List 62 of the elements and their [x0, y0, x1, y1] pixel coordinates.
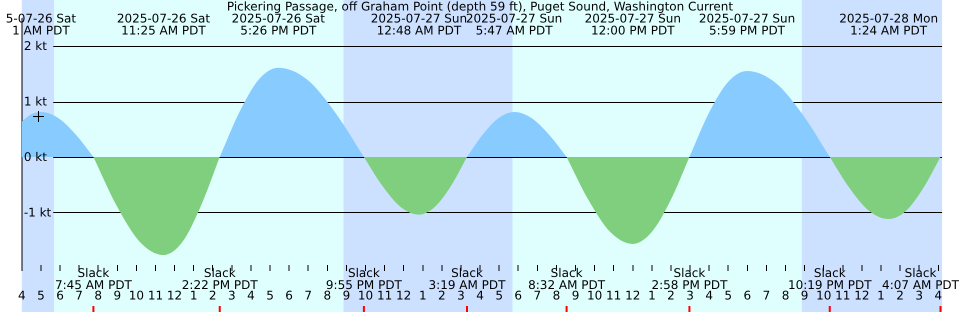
x-tick-label: 12: [625, 288, 640, 302]
x-tick-label: 2: [667, 288, 675, 302]
x-tick-label: 6: [285, 288, 293, 302]
x-tick-label: 2: [438, 288, 446, 302]
y-tick-label: 0 kt: [24, 150, 48, 164]
annotation: 2025-07-27 Sun 5:59 PM PDT: [698, 12, 796, 38]
x-tick-label: 10: [816, 288, 832, 302]
x-tick-label: 5: [266, 288, 274, 302]
x-tick-label: 8: [94, 288, 102, 302]
x-tick-label: 4: [247, 288, 255, 302]
annotation: 2025-07-26 Sat 5:26 PM PDT: [232, 12, 326, 38]
x-tick-label: 1: [190, 288, 198, 302]
x-tick-label: 10: [358, 288, 374, 302]
x-tick-label: 11: [376, 288, 392, 302]
x-tick-label: 3: [686, 288, 694, 302]
x-tick-label: 7: [75, 288, 83, 302]
x-tick-label: 7: [534, 288, 542, 302]
x-tick-label: 9: [113, 288, 122, 302]
y-tick-label: 1 kt: [24, 94, 48, 109]
x-tick-label: 5: [724, 288, 732, 302]
x-tick-label: 2: [896, 288, 904, 302]
x-tick-label: 9: [342, 288, 350, 302]
x-tick-label: 11: [835, 288, 850, 302]
x-tick-label: 3: [457, 288, 465, 302]
x-tick-label: 4: [934, 288, 942, 302]
y-tick-label: -1 kt: [24, 205, 52, 220]
x-tick-label: 1: [877, 288, 885, 302]
x-tick-label: 5: [37, 288, 45, 302]
x-tick-label: 3: [915, 288, 923, 302]
x-tick-label: 3: [228, 288, 236, 302]
x-tick-label: 10: [128, 288, 144, 302]
x-tick-label: 1: [648, 288, 656, 302]
annotation: 2025-07-28 Mon 1:24 AM PDT: [839, 12, 938, 38]
x-tick-label: 5: [495, 288, 503, 302]
annotation: 2025-07-27 Sun 5:47 AM PDT: [466, 12, 562, 38]
x-tick-label: 4: [18, 288, 26, 302]
x-tick-label: 8: [782, 288, 790, 302]
x-tick-label: 8: [323, 288, 332, 302]
annotation: 2025-07-26 Sat 11:25 AM PDT: [116, 12, 210, 38]
x-tick-label: 7: [762, 288, 770, 302]
x-tick-label: 11: [148, 288, 164, 302]
x-tick-label: 6: [744, 288, 752, 302]
x-tick-label: 11: [606, 288, 622, 302]
annotation: 2025-07-27 Sun 12:00 PM PDT: [584, 12, 681, 38]
chart-title: Pickering Passage, off Graham Point (depth 59 ft), Puget Sound, Washington Current: [226, 0, 734, 14]
x-tick-label: 12: [166, 288, 182, 302]
x-tick-label: 4: [476, 288, 484, 302]
x-tick-label: 6: [514, 288, 522, 302]
x-tick-label: 12: [854, 288, 870, 302]
x-tick-label: 7: [304, 288, 312, 302]
x-tick-label: 4: [705, 288, 713, 302]
x-tick-label: 9: [572, 288, 580, 302]
x-tick-label: 9: [800, 288, 808, 302]
x-tick-label: 2: [208, 288, 217, 302]
x-tick-label: 1: [418, 288, 427, 302]
x-tick-label: 10: [586, 288, 602, 302]
y-tick-label: 2 kt: [24, 39, 48, 54]
annotation: 5-07-26 Sat 1 AM PDT: [6, 12, 76, 38]
annotation: 2025-07-27 Sun 12:48 AM PDT: [370, 12, 468, 38]
x-tick-label: 6: [56, 288, 64, 302]
x-tick-label: 12: [396, 288, 412, 302]
x-tick-label: 8: [552, 288, 560, 302]
